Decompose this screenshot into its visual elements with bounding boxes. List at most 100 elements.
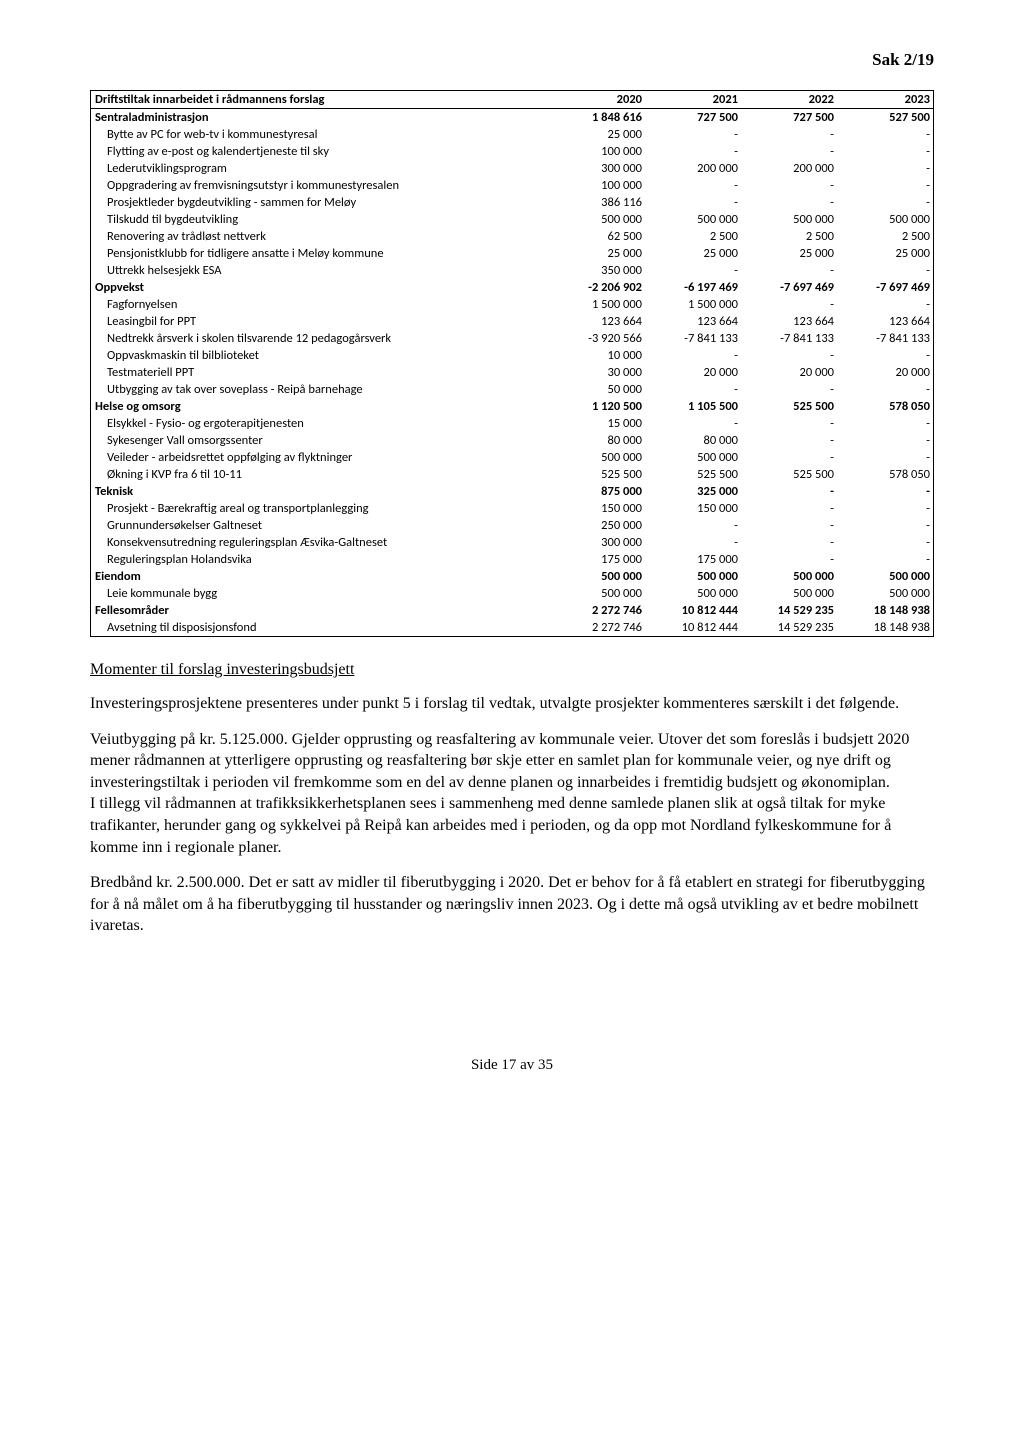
row-value: 500 000	[837, 211, 934, 228]
table-row: Reguleringsplan Holandsvika175 000175 00…	[91, 551, 934, 568]
row-value: -	[741, 126, 837, 143]
table-row: Veileder - arbeidsrettet oppfølging av f…	[91, 449, 934, 466]
row-value: -	[741, 432, 837, 449]
row-value: -	[741, 296, 837, 313]
row-label: Reguleringsplan Holandsvika	[91, 551, 550, 568]
row-label: Helse og omsorg	[91, 398, 550, 415]
row-value: 50 000	[549, 381, 645, 398]
row-value: -3 920 566	[549, 330, 645, 347]
row-value: -	[837, 483, 934, 500]
row-value: 250 000	[549, 517, 645, 534]
row-value: 500 000	[549, 449, 645, 466]
row-label: Renovering av trådløst nettverk	[91, 228, 550, 245]
row-value: 500 000	[549, 585, 645, 602]
row-value: -	[837, 347, 934, 364]
table-row: Sentraladministrasjon1 848 616727 500727…	[91, 109, 934, 127]
row-label: Utbygging av tak over soveplass - Reipå …	[91, 381, 550, 398]
col-header-2021: 2021	[645, 91, 741, 109]
row-label: Konsekvensutredning reguleringsplan Æsvi…	[91, 534, 550, 551]
row-label: Nedtrekk årsverk i skolen tilsvarende 12…	[91, 330, 550, 347]
row-label: Leie kommunale bygg	[91, 585, 550, 602]
paragraph-vei-a: Veiutbygging på kr. 5.125.000. Gjelder o…	[90, 729, 934, 794]
table-row: Sykesenger Vall omsorgssenter80 00080 00…	[91, 432, 934, 449]
row-value: 500 000	[741, 568, 837, 585]
row-value: 14 529 235	[741, 602, 837, 619]
row-value: 578 050	[837, 466, 934, 483]
table-row: Fagfornyelsen1 500 0001 500 000--	[91, 296, 934, 313]
row-label: Prosjekt - Bærekraftig areal og transpor…	[91, 500, 550, 517]
row-value: -	[741, 517, 837, 534]
row-label: Testmateriell PPT	[91, 364, 550, 381]
row-label: Lederutviklingsprogram	[91, 160, 550, 177]
table-row: Teknisk875 000325 000--	[91, 483, 934, 500]
row-value: 727 500	[645, 109, 741, 127]
row-value: -	[837, 296, 934, 313]
table-row: Økning i KVP fra 6 til 10-11525 500525 5…	[91, 466, 934, 483]
table-row: Grunnundersøkelser Galtneset250 000---	[91, 517, 934, 534]
row-value: -	[645, 143, 741, 160]
row-value: -7 697 469	[741, 279, 837, 296]
row-value: -	[837, 415, 934, 432]
table-row: Tilskudd til bygdeutvikling500 000500 00…	[91, 211, 934, 228]
table-row: Oppvekst-2 206 902-6 197 469-7 697 469-7…	[91, 279, 934, 296]
row-value: 200 000	[645, 160, 741, 177]
row-value: 727 500	[741, 109, 837, 127]
table-row: Pensjonistklubb for tidligere ansatte i …	[91, 245, 934, 262]
row-value: -	[741, 347, 837, 364]
table-row: Leasingbil for PPT123 664123 664123 6641…	[91, 313, 934, 330]
row-value: 525 500	[741, 466, 837, 483]
row-value: 2 272 746	[549, 602, 645, 619]
row-label: Leasingbil for PPT	[91, 313, 550, 330]
row-value: -	[741, 194, 837, 211]
row-value: -	[837, 177, 934, 194]
table-row: Helse og omsorg1 120 5001 105 500525 500…	[91, 398, 934, 415]
row-value: 500 000	[837, 568, 934, 585]
row-value: 80 000	[645, 432, 741, 449]
row-value: -7 841 133	[645, 330, 741, 347]
row-value: -	[645, 126, 741, 143]
row-value: -	[837, 160, 934, 177]
row-value: 1 500 000	[549, 296, 645, 313]
row-value: 25 000	[741, 245, 837, 262]
table-row: Prosjekt - Bærekraftig areal og transpor…	[91, 500, 934, 517]
row-value: -	[741, 449, 837, 466]
table-row: Avsetning til disposisjonsfond2 272 7461…	[91, 619, 934, 637]
row-value: 18 148 938	[837, 602, 934, 619]
row-label: Grunnundersøkelser Galtneset	[91, 517, 550, 534]
table-row: Renovering av trådløst nettverk62 5002 5…	[91, 228, 934, 245]
row-value: -	[837, 143, 934, 160]
row-label: Oppvekst	[91, 279, 550, 296]
table-row: Nedtrekk årsverk i skolen tilsvarende 12…	[91, 330, 934, 347]
row-value: 123 664	[741, 313, 837, 330]
row-label: Bytte av PC for web-tv i kommunestyresal	[91, 126, 550, 143]
row-value: 500 000	[645, 568, 741, 585]
row-value: 500 000	[549, 568, 645, 585]
row-value: 2 500	[741, 228, 837, 245]
row-value: 500 000	[549, 211, 645, 228]
row-value: -	[741, 500, 837, 517]
row-value: 18 148 938	[837, 619, 934, 637]
row-value: -	[741, 534, 837, 551]
row-value: -	[837, 449, 934, 466]
row-value: -	[741, 262, 837, 279]
table-row: Leie kommunale bygg500 000500 000500 000…	[91, 585, 934, 602]
driftstiltak-table: Driftstiltak innarbeidet i rådmannens fo…	[90, 90, 934, 637]
row-value: 875 000	[549, 483, 645, 500]
row-label: Avsetning til disposisjonsfond	[91, 619, 550, 637]
paragraph-intro: Investeringsprosjektene presenteres unde…	[90, 693, 934, 715]
table-row: Flytting av e-post og kalendertjeneste t…	[91, 143, 934, 160]
row-label: Økning i KVP fra 6 til 10-11	[91, 466, 550, 483]
row-value: -	[837, 381, 934, 398]
row-label: Elsykkel - Fysio- og ergoterapitjenesten	[91, 415, 550, 432]
row-value: 25 000	[645, 245, 741, 262]
row-label: Pensjonistklubb for tidligere ansatte i …	[91, 245, 550, 262]
col-header-2022: 2022	[741, 91, 837, 109]
row-value: -	[741, 177, 837, 194]
row-value: -	[741, 483, 837, 500]
row-value: 1 120 500	[549, 398, 645, 415]
row-value: 300 000	[549, 160, 645, 177]
row-value: 20 000	[837, 364, 934, 381]
row-value: 10 812 444	[645, 619, 741, 637]
row-value: 2 272 746	[549, 619, 645, 637]
row-value: -	[645, 415, 741, 432]
